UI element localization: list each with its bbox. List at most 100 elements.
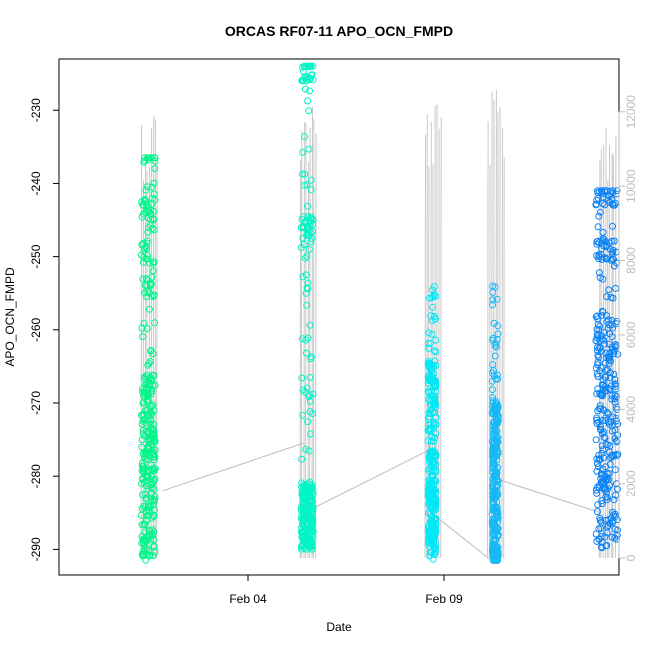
data-point (490, 372, 498, 380)
data-point (147, 408, 155, 416)
data-point (301, 85, 309, 93)
axes-layer: -230 -240 -250 -260 -270 -280 -290 0 2000 4000 600… (29, 95, 638, 606)
data-point (144, 154, 151, 162)
data-point (306, 391, 313, 399)
data-point (602, 387, 610, 395)
data-point (494, 477, 502, 485)
data-point (599, 228, 607, 236)
y-tick-label: -250 (29, 244, 43, 268)
data-point (430, 422, 437, 429)
data-point (307, 524, 315, 532)
data-point (429, 303, 436, 311)
data-point (489, 394, 497, 401)
data-point (602, 493, 610, 501)
data-point (593, 390, 601, 398)
data-point (143, 545, 151, 553)
data-point (594, 501, 602, 509)
data-point (594, 351, 602, 359)
data-point (142, 512, 150, 520)
data-point (298, 455, 306, 463)
data-point (494, 551, 501, 559)
data-point (602, 349, 610, 357)
data-point (603, 367, 610, 375)
data-point (145, 547, 153, 555)
data-point (150, 535, 158, 543)
data-point (428, 520, 436, 528)
data-point (304, 73, 312, 81)
data-point (593, 416, 601, 424)
data-point (151, 465, 159, 473)
data-point (489, 407, 497, 415)
data-point (308, 215, 316, 223)
data-point (494, 322, 502, 330)
data-point (604, 196, 612, 204)
data-point (489, 503, 497, 511)
data-point (307, 176, 315, 184)
data-point (141, 381, 149, 389)
data-point (595, 418, 602, 426)
data-point (303, 545, 311, 553)
data-point (302, 62, 310, 70)
data-point (611, 466, 619, 474)
data-point (614, 431, 622, 439)
data-point (593, 414, 601, 422)
data-point (605, 360, 613, 368)
data-point (489, 301, 496, 309)
data-point (425, 415, 433, 423)
data-point (148, 387, 156, 395)
data-point (430, 283, 438, 291)
data-point (606, 374, 614, 382)
data-point (299, 148, 307, 156)
y-right-tick-label: 12000 (624, 95, 638, 129)
data-point (300, 241, 308, 249)
data-point (297, 224, 305, 232)
data-point (138, 551, 146, 558)
data-point (297, 545, 305, 553)
data-point (425, 465, 433, 473)
data-point (597, 470, 605, 478)
data-point (306, 321, 314, 329)
data-point (150, 542, 158, 550)
data-point (592, 486, 600, 494)
data-point (593, 460, 601, 467)
data-point (150, 420, 158, 428)
data-point (306, 374, 314, 381)
data-point (304, 224, 312, 232)
data-point (143, 281, 151, 289)
data-point (432, 387, 440, 395)
data-point (301, 133, 308, 141)
data-point (593, 238, 601, 245)
data-point (493, 336, 501, 343)
data-point (139, 275, 147, 283)
data-point (148, 273, 156, 281)
data-point (610, 262, 618, 270)
data-point (142, 556, 150, 564)
flight-connector-line (435, 516, 492, 561)
data-point (147, 206, 155, 214)
data-point (431, 392, 439, 400)
data-point (593, 325, 601, 333)
data-point (599, 275, 607, 283)
data-point (491, 352, 499, 360)
data-point (601, 359, 609, 367)
data-point (596, 423, 604, 431)
data-point (489, 547, 497, 555)
data-point (139, 502, 147, 510)
data-point (146, 281, 154, 289)
data-point (432, 505, 440, 513)
data-point (430, 504, 438, 512)
data-point (493, 440, 501, 448)
data-point (307, 186, 315, 194)
data-point (494, 544, 502, 551)
data-point (307, 430, 315, 438)
data-point (489, 540, 497, 548)
data-point (140, 158, 148, 166)
data-point (610, 350, 618, 358)
data-point (604, 410, 612, 418)
data-point (150, 513, 157, 521)
data-point (150, 292, 158, 300)
data-point (300, 213, 308, 221)
data-point (141, 154, 149, 162)
data-point (150, 485, 158, 493)
data-point (146, 552, 154, 560)
